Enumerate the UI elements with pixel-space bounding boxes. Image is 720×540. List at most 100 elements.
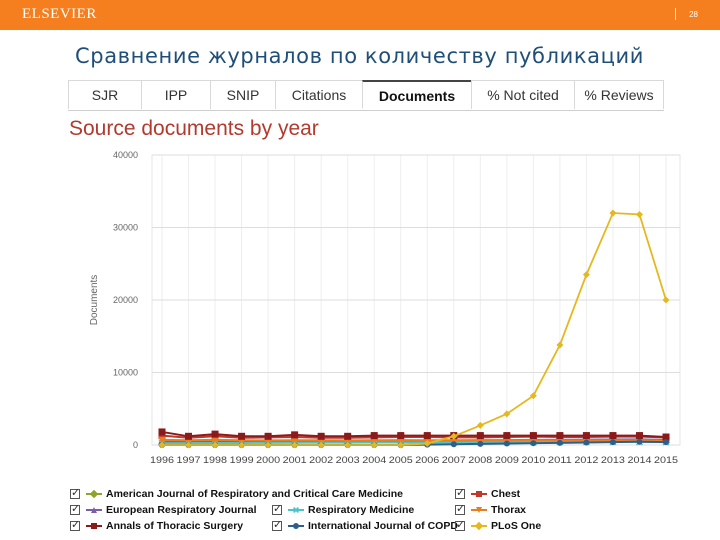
- data-point: [530, 440, 537, 447]
- data-point: [556, 439, 563, 446]
- data-point: [662, 296, 670, 304]
- data-point: [211, 436, 220, 444]
- page-separator: [675, 8, 676, 20]
- brand-logo: ELSEVIER: [22, 6, 97, 22]
- legend-item-thorax[interactable]: Thorax: [455, 502, 527, 516]
- legend-label: European Respiratory Journal: [106, 504, 257, 516]
- data-point: [556, 432, 564, 440]
- legend-label: International Journal of COPD: [308, 520, 458, 532]
- data-point: [158, 436, 166, 444]
- x-tick-label: 1998: [203, 455, 227, 466]
- legend-label: Thorax: [491, 504, 527, 516]
- data-point: [423, 432, 431, 440]
- triangle-down-marker-icon: [471, 505, 487, 515]
- x-tick-label: 2011: [548, 455, 572, 466]
- checkbox-icon[interactable]: [70, 486, 80, 499]
- tab-reviews[interactable]: % Reviews: [574, 80, 664, 109]
- checkbox-icon[interactable]: [70, 518, 80, 531]
- x-tick-label: 1999: [230, 455, 254, 466]
- tab-sjr[interactable]: SJR: [68, 80, 142, 109]
- x-tick-label: 2008: [468, 455, 492, 466]
- legend-label: American Journal of Respiratory and Crit…: [106, 488, 404, 500]
- slide-title: Сравнение журналов по количеству публика…: [75, 44, 645, 68]
- x-tick-label: 2007: [442, 455, 466, 466]
- data-point: [291, 441, 299, 449]
- checkbox-icon[interactable]: [272, 502, 282, 515]
- data-point: [423, 440, 431, 448]
- data-point: [582, 432, 590, 440]
- data-point: [344, 441, 352, 449]
- tab-documents[interactable]: Documents: [362, 80, 472, 109]
- data-point: [290, 437, 299, 445]
- data-point: [635, 432, 643, 440]
- data-point: [635, 210, 643, 218]
- legend-item-copd[interactable]: International Journal of COPD: [272, 518, 458, 532]
- legend-label: Respiratory Medicine: [308, 504, 415, 516]
- data-point: [158, 441, 166, 449]
- data-point: [503, 410, 511, 418]
- x-tick-label: 2004: [362, 455, 386, 466]
- tab-snip[interactable]: SNIP: [210, 80, 276, 109]
- metric-tabs: SJR IPP SNIP Citations Documents % Not c…: [68, 80, 664, 111]
- data-point: [476, 421, 484, 429]
- checkbox-icon[interactable]: [455, 518, 465, 531]
- x-tick-label: 2005: [389, 455, 413, 466]
- checkbox-icon[interactable]: [272, 518, 282, 531]
- data-point: [663, 439, 669, 446]
- circle-marker-icon: [288, 521, 304, 531]
- checkbox-icon[interactable]: [70, 502, 80, 515]
- x-tick-label: 2002: [309, 455, 333, 466]
- x-tick-label: 2015: [654, 455, 678, 466]
- legend-item-ann-thorac[interactable]: Annals of Thoracic Surgery: [70, 518, 243, 532]
- series-line: [161, 434, 667, 439]
- page-number: 28: [689, 10, 698, 19]
- x-tick-label: 1997: [177, 455, 201, 466]
- x-tick-label: 2013: [601, 455, 625, 466]
- checkbox-icon[interactable]: [455, 486, 465, 499]
- legend-item-erj[interactable]: European Respiratory Journal: [70, 502, 257, 516]
- header-bar: ELSEVIER 28: [0, 0, 720, 30]
- data-point: [609, 439, 616, 446]
- data-point: [609, 432, 617, 440]
- data-point: [556, 341, 564, 349]
- legend-item-resp-med[interactable]: Respiratory Medicine: [272, 502, 415, 516]
- data-point: [449, 437, 458, 445]
- data-point: [529, 432, 537, 440]
- chart-title: Source documents by year: [69, 117, 319, 140]
- data-point: [370, 441, 378, 449]
- tab-ipp[interactable]: IPP: [141, 80, 211, 109]
- checkbox-icon[interactable]: [455, 502, 465, 515]
- x-tick-label: 2003: [336, 455, 360, 466]
- series-line: [162, 212, 667, 446]
- data-point: [397, 441, 405, 449]
- data-point: [636, 438, 643, 445]
- x-tick-label: 2009: [495, 455, 519, 466]
- y-tick-label: 40000: [113, 150, 138, 160]
- data-point: [477, 440, 484, 447]
- data-point: [662, 433, 670, 441]
- data-point: [609, 209, 617, 217]
- data-point: [503, 440, 510, 447]
- data-point: [238, 441, 246, 449]
- x-marker-icon: [288, 505, 304, 515]
- data-point: [291, 431, 299, 439]
- diamond-marker-icon: [471, 521, 487, 531]
- data-point: [583, 439, 590, 446]
- legend-item-ajrccm[interactable]: American Journal of Respiratory and Crit…: [70, 486, 404, 500]
- legend-item-plos[interactable]: PLoS One: [455, 518, 541, 532]
- data-point: [503, 432, 511, 440]
- legend-label: Chest: [491, 488, 521, 500]
- data-point: [158, 432, 166, 440]
- data-point: [317, 441, 325, 449]
- x-tick-label: 2012: [574, 455, 598, 466]
- legend-item-chest[interactable]: Chest: [455, 486, 521, 500]
- data-point: [185, 441, 193, 449]
- y-axis-label: Documents: [89, 275, 100, 326]
- data-point: [450, 441, 457, 448]
- data-point: [476, 432, 484, 440]
- data-point: [370, 432, 378, 440]
- series-line: [161, 430, 667, 439]
- tab-citations[interactable]: Citations: [275, 80, 363, 109]
- x-tick-label: 2010: [521, 455, 545, 466]
